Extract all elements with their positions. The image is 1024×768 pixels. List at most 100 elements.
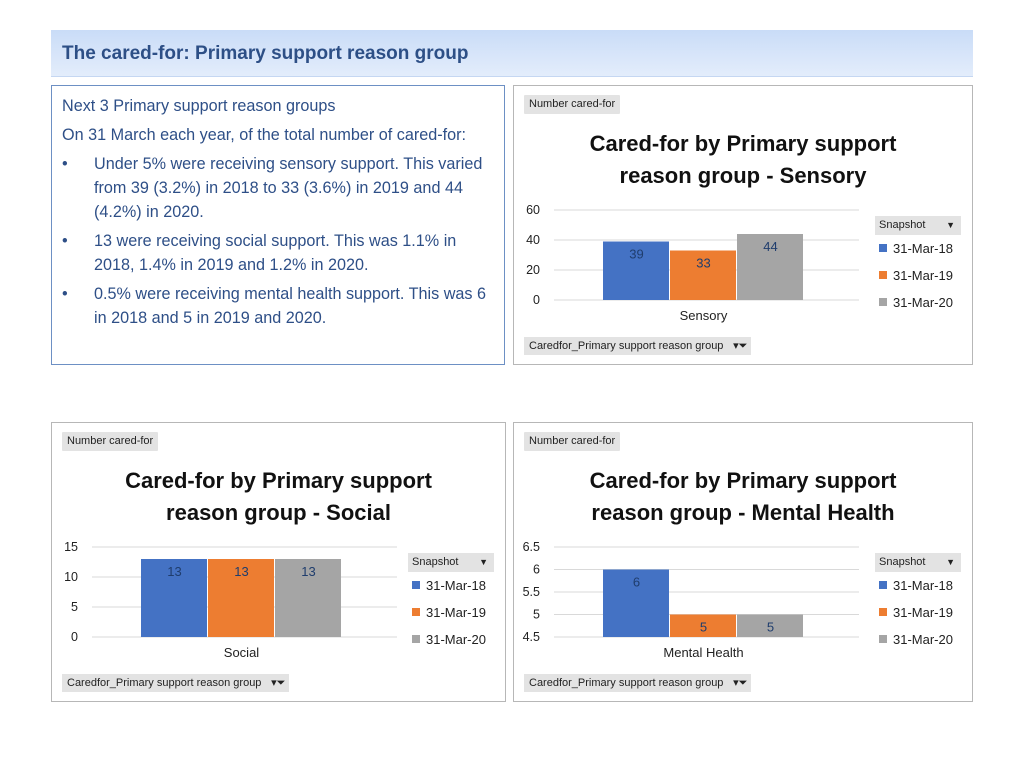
filter-icon: ▾⏷ xyxy=(733,677,748,689)
legend-swatch xyxy=(879,244,887,252)
mental-health-chart-panel: Number cared-for Cared-for by Primary sup… xyxy=(513,422,973,702)
filter-icon: ▾⏷ xyxy=(733,340,748,352)
legend-item: 31-Mar-18 xyxy=(879,578,953,594)
filter-label: Caredfor_Primary support reason group xyxy=(529,677,724,689)
filter-button-primary-support-reason-group[interactable]: Caredfor_Primary support reason group ▾⏷ xyxy=(524,674,752,692)
legend-item: 31-Mar-20 xyxy=(879,632,953,648)
legend-label: 31-Mar-18 xyxy=(893,241,953,256)
data-label: 44 xyxy=(763,239,777,254)
bar-31-mar-19 xyxy=(670,250,736,300)
y-tick-label: 60 xyxy=(526,203,540,217)
data-label: 39 xyxy=(629,247,643,262)
legend-label: 31-Mar-18 xyxy=(893,578,953,593)
chart-title-line1: Cared-for by Primary support xyxy=(125,468,432,493)
legend-swatch xyxy=(879,608,887,616)
legend-item: 31-Mar-18 xyxy=(879,241,953,257)
sensory-chart-svg: 0 20 40 60 39 33 44 Sensory xyxy=(526,203,859,323)
data-label: 6 xyxy=(633,575,640,590)
legend-label: 31-Mar-20 xyxy=(893,632,953,647)
legend-snapshot-dropdown[interactable]: Snapshot ▼ xyxy=(875,553,961,572)
legend-label: 31-Mar-19 xyxy=(426,605,486,620)
summary-bullet-sensory: Under 5% were receiving sensory support.… xyxy=(62,152,494,224)
legend-swatch xyxy=(412,635,420,643)
legend-item: 31-Mar-19 xyxy=(879,605,953,621)
legend-label: 31-Mar-19 xyxy=(893,605,953,620)
category-label: Social xyxy=(224,645,260,660)
legend-snapshot-dropdown[interactable]: Snapshot ▼ xyxy=(875,216,961,235)
legend-item: 31-Mar-19 xyxy=(412,605,486,621)
filter-label: Caredfor_Primary support reason group xyxy=(67,677,262,689)
bar-31-mar-20 xyxy=(275,559,341,637)
data-label: 13 xyxy=(234,564,248,579)
chart-title-line2: reason group - Sensory xyxy=(619,163,867,188)
legend-label: 31-Mar-20 xyxy=(893,295,953,310)
field-button-number-cared-for[interactable]: Number cared-for xyxy=(524,432,621,451)
chart-title-line2: reason group - Mental Health xyxy=(591,500,895,525)
summary-textbox: Next 3 Primary support reason groups On … xyxy=(51,85,505,365)
page-title: The cared-for: Primary support reason gr… xyxy=(62,43,469,64)
sensory-chart-panel: Number cared-for Cared-for by Primary sup… xyxy=(513,85,973,365)
y-tick-label: 10 xyxy=(64,570,78,584)
data-label: 13 xyxy=(301,564,315,579)
social-chart-panel: Number cared-for Cared-for by Primary sup… xyxy=(51,422,506,702)
y-tick-label: 5 xyxy=(71,600,78,614)
bar-31-mar-20 xyxy=(737,234,803,300)
data-label: 5 xyxy=(767,620,774,635)
y-tick-label: 6.5 xyxy=(523,540,540,554)
bar-31-mar-20 xyxy=(737,614,803,637)
legend-label: 31-Mar-20 xyxy=(426,632,486,647)
chevron-down-icon: ▼ xyxy=(946,220,955,230)
data-label: 13 xyxy=(167,564,181,579)
legend-swatch xyxy=(412,581,420,589)
legend-label: 31-Mar-19 xyxy=(893,268,953,283)
legend-swatch xyxy=(412,608,420,616)
y-tick-label: 4.5 xyxy=(523,630,540,644)
legend-snapshot-dropdown[interactable]: Snapshot ▼ xyxy=(408,553,494,572)
y-tick-label: 40 xyxy=(526,233,540,247)
legend-label: 31-Mar-18 xyxy=(426,578,486,593)
summary-bullet-mental-health: 0.5% were receiving mental health suppor… xyxy=(62,282,494,330)
y-tick-label: 15 xyxy=(64,540,78,554)
data-label: 33 xyxy=(696,256,710,271)
chart-title-line2: reason group - Social xyxy=(166,500,391,525)
category-label: Mental Health xyxy=(663,645,743,660)
bar-31-mar-19 xyxy=(208,559,274,637)
filter-icon: ▾⏷ xyxy=(271,677,286,689)
legend-swatch xyxy=(879,298,887,306)
legend-item: 31-Mar-20 xyxy=(412,632,486,648)
filter-button-primary-support-reason-group[interactable]: Caredfor_Primary support reason group ▾⏷ xyxy=(524,337,752,355)
summary-lead: On 31 March each year, of the total numb… xyxy=(62,126,466,144)
field-button-number-cared-for[interactable]: Number cared-for xyxy=(524,95,621,114)
field-button-number-cared-for[interactable]: Number cared-for xyxy=(62,432,159,451)
bar-31-mar-18 xyxy=(141,559,207,637)
y-tick-label: 5 xyxy=(533,608,540,622)
summary-intro: Next 3 Primary support reason groups xyxy=(62,97,336,115)
legend-item: 31-Mar-19 xyxy=(879,268,953,284)
bar-31-mar-18 xyxy=(603,569,669,637)
summary-bullets: Under 5% were receiving sensory support.… xyxy=(62,152,494,330)
y-tick-label: 5.5 xyxy=(523,585,540,599)
chart-title-line1: Cared-for by Primary support xyxy=(589,131,897,156)
legend-swatch xyxy=(879,271,887,279)
mental-health-chart-svg: 4.5 5 5.5 6 6.5 6 5 5 Mental Health xyxy=(523,540,859,660)
legend-swatch xyxy=(879,635,887,643)
y-tick-label: 20 xyxy=(526,263,540,277)
legend-title: Snapshot xyxy=(879,219,926,231)
filter-button-primary-support-reason-group[interactable]: Caredfor_Primary support reason group ▾⏷ xyxy=(62,674,290,692)
category-label: Sensory xyxy=(680,308,728,323)
chevron-down-icon: ▼ xyxy=(946,557,955,567)
legend-item: 31-Mar-18 xyxy=(412,578,486,594)
legend-item: 31-Mar-20 xyxy=(879,295,953,311)
chevron-down-icon: ▼ xyxy=(479,557,488,567)
data-label: 5 xyxy=(700,620,707,635)
chart-title-line1: Cared-for by Primary support xyxy=(589,468,897,493)
legend-title: Snapshot xyxy=(879,556,926,568)
y-tick-label: 6 xyxy=(533,563,540,577)
bar-31-mar-18 xyxy=(603,241,669,300)
title-banner: The cared-for: Primary support reason gr… xyxy=(51,30,973,77)
y-tick-label: 0 xyxy=(71,630,78,644)
legend-title: Snapshot xyxy=(412,556,459,568)
filter-label: Caredfor_Primary support reason group xyxy=(529,340,724,352)
summary-bullet-social: 13 were receiving social support. This w… xyxy=(62,229,494,277)
social-chart-svg: 0 5 10 15 13 13 13 Social xyxy=(64,540,397,660)
